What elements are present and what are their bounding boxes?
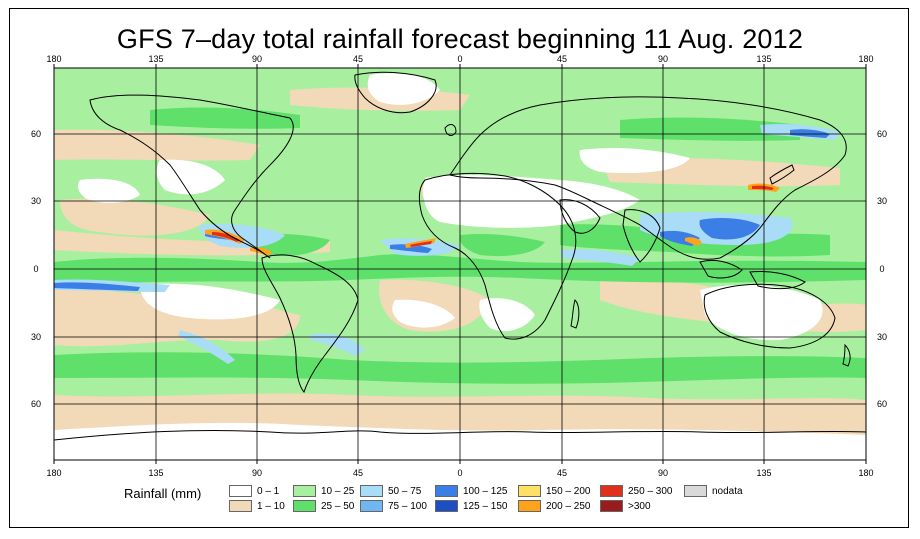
- lat-label-left: 60: [31, 399, 41, 409]
- lat-label-left: 60: [31, 129, 41, 139]
- legend-label: 250 – 300: [628, 486, 673, 497]
- legend-label: 25 – 50: [321, 501, 355, 512]
- lon-label-bottom: 180: [46, 468, 61, 478]
- legend-swatch: [229, 485, 252, 497]
- lon-label-bottom: 180: [858, 468, 873, 478]
- legend-title: Rainfall (mm): [124, 486, 202, 501]
- lon-label-top: 180: [46, 54, 61, 64]
- legend-label: 150 – 200: [546, 486, 591, 497]
- figure-frame: [9, 8, 909, 528]
- extreme-rain-cores: [205, 183, 780, 256]
- coastlines: [54, 71, 866, 441]
- legend-swatch: [293, 500, 316, 512]
- lon-label-bottom: 90: [252, 468, 262, 478]
- legend-label: 1 – 10: [257, 501, 285, 512]
- lat-label-left: 30: [31, 196, 41, 206]
- lon-label-top: 45: [557, 54, 567, 64]
- legend-label: 100 – 125: [463, 486, 508, 497]
- legend-swatch: [518, 485, 541, 497]
- legend-label: 125 – 150: [463, 501, 508, 512]
- lon-label-top: 90: [658, 54, 668, 64]
- legend-label: 10 – 25: [321, 486, 355, 497]
- lat-label-right: 60: [877, 399, 887, 409]
- lon-label-bottom: 45: [353, 468, 363, 478]
- legend-label: 0 – 1: [257, 486, 280, 497]
- legend-label: nodata: [712, 486, 743, 497]
- legend-label: 75 – 100: [388, 501, 427, 512]
- lon-label-top: 135: [148, 54, 163, 64]
- lon-label-bottom: 90: [658, 468, 668, 478]
- legend-swatch: [435, 500, 458, 512]
- lon-label-top: 45: [353, 54, 363, 64]
- lon-label-top: 0: [457, 54, 462, 64]
- lat-label-right: 60: [877, 129, 887, 139]
- lat-label-left: 30: [31, 332, 41, 342]
- legend-swatch: [293, 485, 316, 497]
- legend-swatch: [600, 500, 623, 512]
- legend-swatch: [360, 485, 383, 497]
- graticule: [54, 68, 866, 460]
- lat-label-right: 0: [879, 264, 884, 274]
- legend-swatch: [435, 485, 458, 497]
- legend-swatch: [684, 485, 707, 497]
- lon-label-bottom: 45: [557, 468, 567, 478]
- legend-label: 50 – 75: [388, 486, 422, 497]
- lon-label-bottom: 135: [756, 468, 771, 478]
- lat-label-right: 30: [877, 332, 887, 342]
- lon-label-top: 90: [252, 54, 262, 64]
- lon-label-top: 135: [756, 54, 771, 64]
- legend-swatch: [600, 485, 623, 497]
- legend-swatch: [518, 500, 541, 512]
- page-title: GFS 7–day total rainfall forecast beginn…: [116, 24, 804, 54]
- lon-label-bottom: 0: [457, 468, 462, 478]
- lon-label-top: 180: [858, 54, 873, 64]
- legend-swatch: [229, 500, 252, 512]
- lat-label-right: 30: [877, 196, 887, 206]
- legend-swatch: [360, 500, 383, 512]
- legend-label: 200 – 250: [546, 501, 591, 512]
- lat-label-left: 0: [33, 264, 38, 274]
- tick-marks: [53, 64, 867, 464]
- lon-label-bottom: 135: [148, 468, 163, 478]
- legend-label: >300: [628, 501, 651, 512]
